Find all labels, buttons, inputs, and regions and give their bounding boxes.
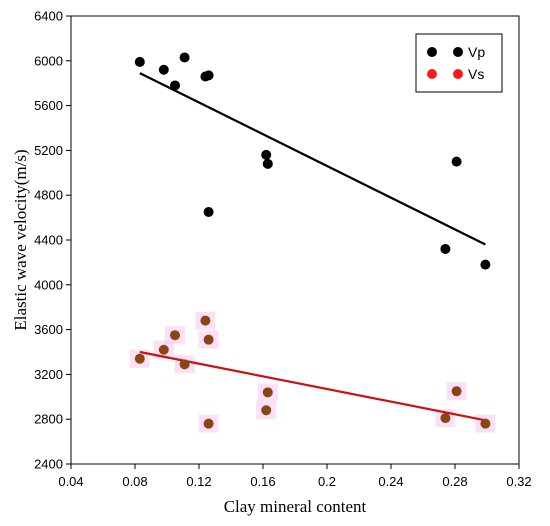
point-vs <box>480 418 491 429</box>
point-vp <box>203 70 214 81</box>
trendline-layer <box>139 72 486 422</box>
point-vp <box>158 64 169 75</box>
y-tick-label: 2400 <box>34 457 63 472</box>
y-tick-label: 2800 <box>34 412 63 427</box>
point-vs <box>203 334 214 345</box>
y-tick-label: 4800 <box>34 188 63 203</box>
x-tick-label: 0.08 <box>122 474 147 489</box>
point-vs <box>179 359 190 370</box>
point-vp <box>203 207 214 217</box>
point-vs <box>440 413 451 424</box>
point-vs <box>261 405 272 416</box>
ticks-layer: 0.04 0.08 0.12 0.16 0.2 0.24 0.28 0.32 2400 2800 3… <box>34 9 532 490</box>
x-tick-label: 0.2 <box>318 474 336 489</box>
x-tick-label: 0.12 <box>186 474 211 489</box>
legend-marker <box>453 69 463 79</box>
x-tick-label: 0.04 <box>58 474 83 489</box>
point-vp <box>480 259 491 270</box>
y-tick-label: 6000 <box>34 53 63 68</box>
point-vp <box>451 156 462 167</box>
y-tick-label: 4000 <box>34 277 63 292</box>
highlight-layer <box>129 311 496 433</box>
x-axis-title: Clay mineral content <box>224 497 367 516</box>
y-tick-label: 6400 <box>34 9 63 24</box>
point-vs <box>170 330 180 341</box>
y-tick-label: 5200 <box>34 143 63 158</box>
point-vs <box>262 387 273 398</box>
trendline-vs <box>139 350 486 422</box>
point-vs <box>200 315 211 326</box>
x-tick-label: 0.28 <box>442 474 467 489</box>
point-vs <box>134 353 145 364</box>
y-tick-label: 3600 <box>34 322 63 337</box>
legend-box <box>415 33 503 93</box>
legend-marker <box>453 47 463 57</box>
point-vp <box>261 149 272 160</box>
point-vp <box>134 56 145 67</box>
legend-label: Vs <box>468 66 484 82</box>
trendline-vp <box>139 72 486 246</box>
point-vs <box>203 418 214 429</box>
point-vp <box>440 243 451 254</box>
point-vs <box>451 386 462 397</box>
y-tick-label: 4400 <box>34 233 63 248</box>
point-vp <box>179 52 190 63</box>
legend-marker <box>427 69 437 79</box>
y-axis-title: Elastic wave velocity(m/s) <box>11 149 30 330</box>
point-vp <box>170 80 180 91</box>
y-tick-label: 3200 <box>34 367 63 382</box>
point-vp <box>262 158 273 169</box>
x-tick-label: 0.24 <box>378 474 403 489</box>
point-vs <box>158 344 169 355</box>
legend-marker <box>427 47 437 57</box>
y-tick-label: 5600 <box>34 98 63 113</box>
legend: Vp Vs <box>415 33 503 93</box>
x-tick-label: 0.16 <box>250 474 275 489</box>
legend-label: Vp <box>468 44 485 60</box>
points-layer <box>134 52 491 429</box>
x-tick-label: 0.32 <box>506 474 531 489</box>
